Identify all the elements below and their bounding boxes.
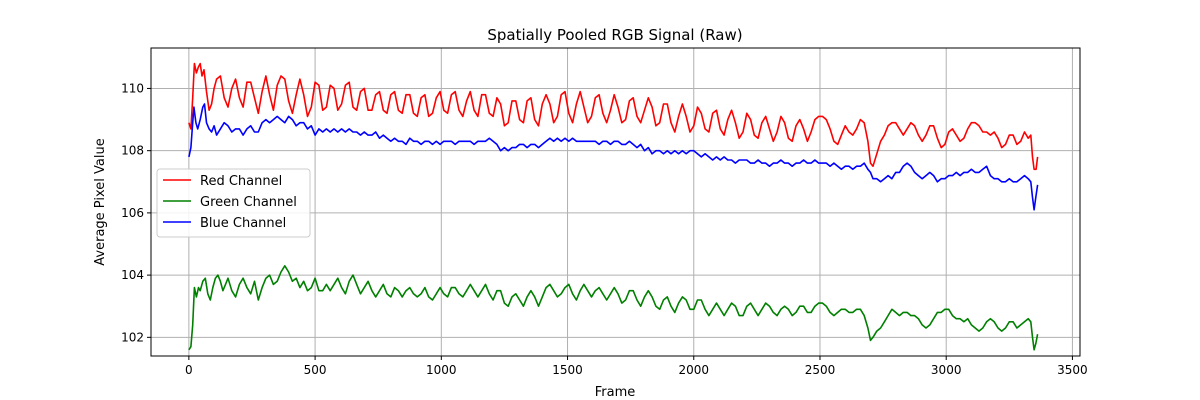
y-tick-label: 106 xyxy=(121,206,144,220)
x-tick-label: 0 xyxy=(185,363,193,377)
y-tick-label: 104 xyxy=(121,268,144,282)
x-tick-label: 1500 xyxy=(552,363,583,377)
red-channel-line xyxy=(188,62,1039,171)
y-tick-label: 102 xyxy=(121,330,144,344)
series-layer xyxy=(188,62,1039,351)
legend-label-blue-channel: Blue Channel xyxy=(200,216,286,231)
y-axis-ticks: 102 104 106 108 110 xyxy=(121,81,151,344)
x-tick-label: 3000 xyxy=(931,363,962,377)
chart-title: Spatially Pooled RGB Signal (Raw) xyxy=(487,26,742,44)
x-tick-label: 3500 xyxy=(1057,363,1088,377)
y-axis-label: Average Pixel Value xyxy=(93,138,108,265)
y-tick-label: 108 xyxy=(121,144,144,158)
x-tick-label: 2000 xyxy=(678,363,709,377)
x-axis-label: Frame xyxy=(595,385,636,400)
legend-label-red-channel: Red Channel xyxy=(200,174,282,189)
x-tick-label: 2500 xyxy=(805,363,836,377)
plot-frame xyxy=(150,47,1081,357)
legend: Red Channel Green Channel Blue Channel xyxy=(156,168,311,238)
green-channel-line xyxy=(188,265,1039,351)
legend-box xyxy=(156,168,311,238)
x-tick-label: 1000 xyxy=(426,363,457,377)
legend-label-green-channel: Green Channel xyxy=(200,195,297,210)
x-tick-label: 500 xyxy=(304,363,327,377)
x-axis-ticks: 0 500 1000 1500 2000 2500 3000 3500 xyxy=(185,356,1088,377)
blue-channel-line xyxy=(188,103,1039,211)
y-tick-label: 110 xyxy=(121,81,144,95)
